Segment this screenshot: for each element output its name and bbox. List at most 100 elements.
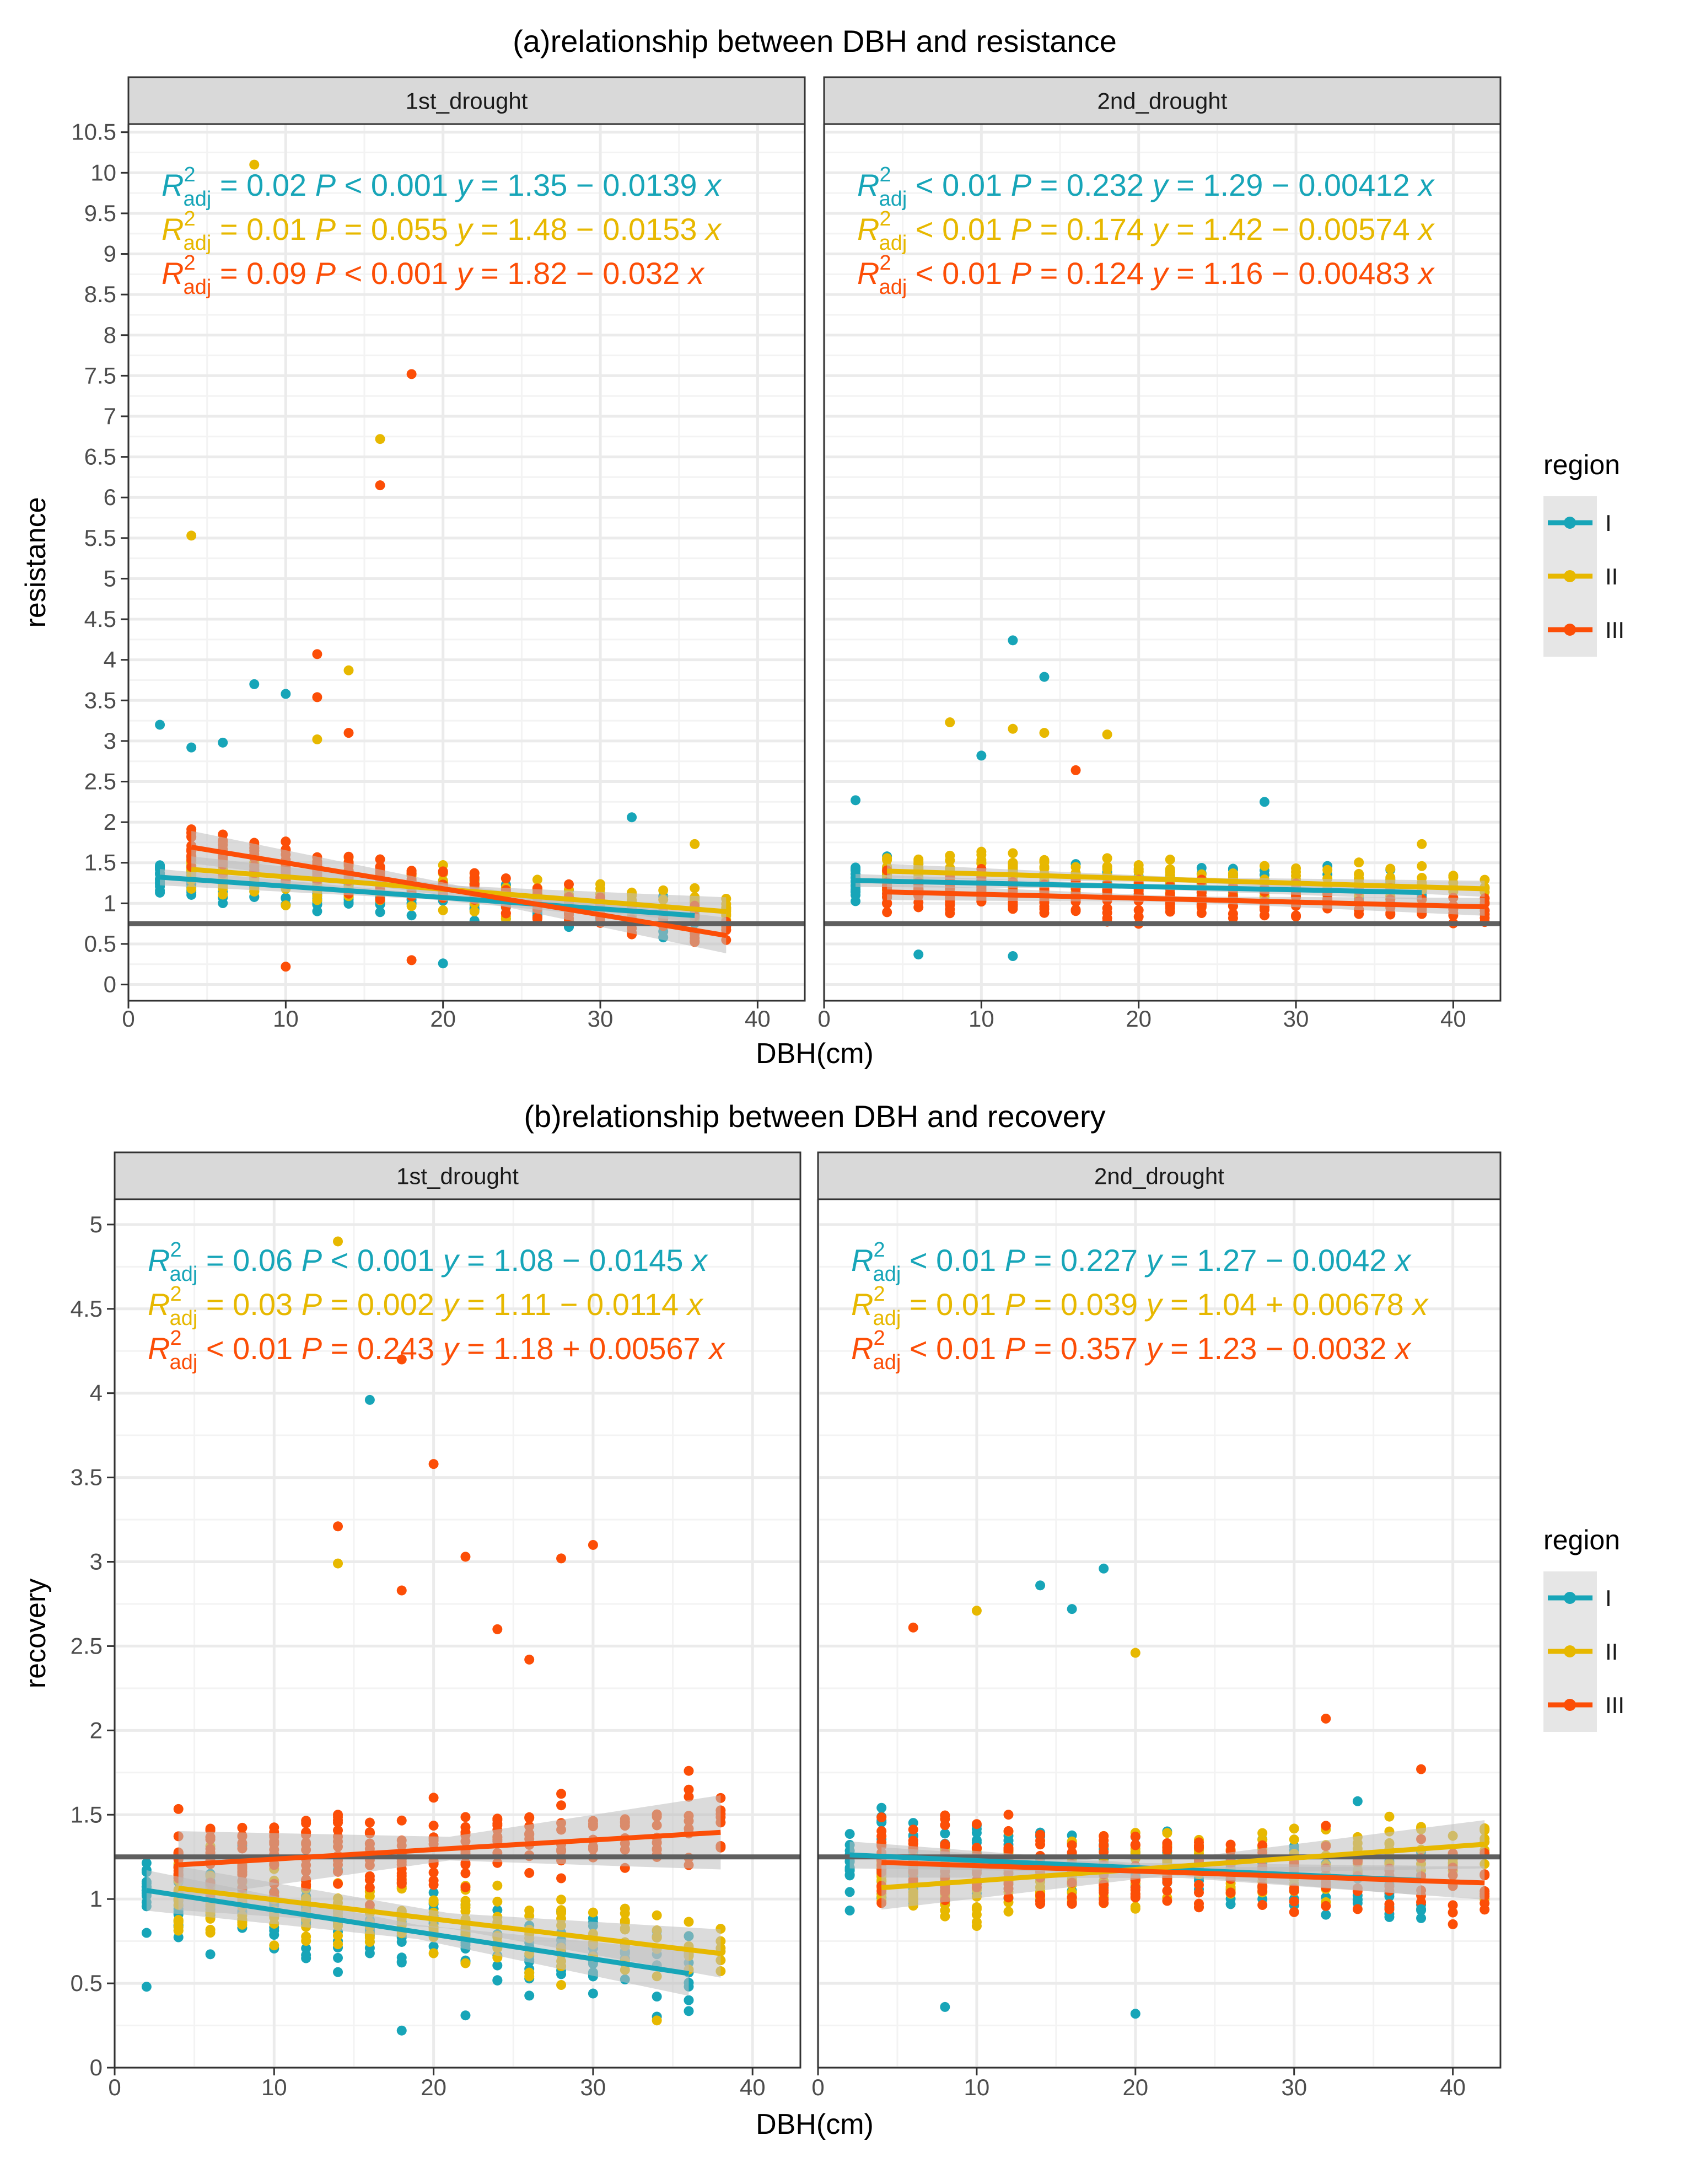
data-point-III — [1196, 908, 1207, 919]
y-tick-label: 10 — [90, 159, 116, 185]
x-tick-label: 20 — [1126, 1006, 1152, 1032]
outlier-point-II — [343, 665, 354, 675]
data-point-III — [1099, 1895, 1109, 1905]
regression-line-I — [146, 1888, 690, 1976]
outlier-point-I — [627, 812, 637, 823]
stat-annotation-part: x — [1417, 212, 1435, 246]
legend-label: III — [1605, 617, 1624, 643]
data-point-I — [396, 1956, 407, 1967]
data-point-III — [1416, 1897, 1427, 1907]
data-point-III — [1257, 1899, 1268, 1910]
data-point-II — [945, 850, 955, 861]
data-point-III — [501, 908, 511, 919]
legend-label: I — [1605, 1585, 1612, 1611]
data-point-II — [1259, 861, 1269, 871]
stat-annotation-part: = 0.06 — [197, 1243, 301, 1278]
legend-key-point — [1564, 624, 1576, 636]
data-point-II — [492, 1896, 503, 1907]
data-point-III — [1289, 1896, 1299, 1907]
data-point-III — [1035, 1890, 1046, 1901]
legend-key-point — [1564, 1645, 1576, 1657]
data-point-I — [428, 1887, 439, 1898]
data-point-III — [1067, 1898, 1077, 1909]
outlier-point-I — [851, 795, 861, 806]
stat-annotation-part: = 1.27 − 0.0042 — [1162, 1243, 1395, 1278]
data-point-III — [1130, 1840, 1140, 1850]
stat-annotation-part: = 0.357 — [1025, 1331, 1147, 1366]
data-point-III — [396, 1815, 407, 1826]
outlier-point-III — [343, 728, 354, 738]
stat-annotation-part: x — [1394, 1331, 1412, 1366]
outlier-point-I — [1008, 951, 1018, 962]
data-point-II — [1102, 853, 1112, 863]
data-point-I — [684, 2006, 694, 2016]
stat-annotation-III: R2 adj < 0.01 P = 0.124 y = 1.16 − 0.0048… — [857, 251, 1435, 299]
data-point-III — [1003, 1826, 1014, 1836]
data-point-II — [1385, 863, 1396, 874]
stat-annotation-part: P — [1005, 1287, 1025, 1322]
data-point-III — [428, 1793, 439, 1803]
stat-annotation-part: = 0.09 — [211, 256, 315, 291]
y-tick-label: 9 — [104, 241, 116, 267]
stat-annotation-part: y — [455, 212, 474, 246]
stat-annotation-part: P — [1011, 168, 1031, 202]
data-point-II — [1039, 856, 1050, 866]
outlier-point-II — [375, 434, 385, 444]
y-axis-label: resistance — [20, 497, 52, 628]
data-point-II — [556, 1980, 567, 1990]
stat-annotation-part: = 1.35 − 0.0139 — [472, 168, 706, 202]
data-point-III — [940, 1820, 950, 1831]
x-axis-label: DBH(cm) — [756, 2108, 874, 2140]
data-point-I — [141, 1858, 152, 1868]
data-point-II — [312, 895, 322, 905]
facet-strip-label: 2nd_drought — [1097, 88, 1228, 114]
outlier-point-I — [1259, 797, 1269, 807]
y-tick-label: 2.5 — [71, 1633, 103, 1659]
stat-annotation-part: = 1.29 − 0.00412 — [1168, 168, 1419, 202]
data-point-III — [1003, 1892, 1014, 1903]
legend-key-point — [1564, 570, 1576, 582]
data-point-II — [556, 1895, 567, 1905]
outlier-point-I — [218, 737, 228, 748]
data-point-III — [460, 1882, 471, 1892]
stat-annotation-part: = 0.039 — [1025, 1287, 1147, 1322]
data-point-I — [1352, 1895, 1363, 1905]
data-point-I — [343, 899, 354, 909]
stat-annotation-part: y — [455, 168, 474, 202]
stat-annotation-part: R — [857, 256, 879, 291]
stat-annotation-part: P — [315, 256, 336, 291]
data-point-II — [620, 1903, 630, 1914]
stat-annotation-part: R — [162, 168, 184, 202]
data-point-II — [173, 1925, 184, 1936]
stat-annotation-part: y — [455, 256, 474, 291]
data-point-III — [940, 1840, 950, 1851]
data-point-III — [237, 1822, 248, 1833]
data-point-II — [218, 889, 228, 900]
outlier-point-III — [396, 1354, 407, 1365]
outlier-point-III — [428, 1459, 439, 1469]
outlier-point-III — [406, 955, 417, 965]
data-point-III — [1035, 1899, 1046, 1909]
data-point-III — [460, 1812, 471, 1822]
stat-annotation-part: = 0.01 — [211, 212, 315, 246]
data-point-III — [1321, 1901, 1331, 1911]
data-point-I — [492, 1960, 503, 1971]
recovery-chart: (b)relationship between DBH and recovery… — [20, 1099, 1624, 2140]
outlier-point-II — [333, 1236, 343, 1247]
stat-annotation-part: y — [441, 1243, 460, 1278]
outlier-point-III — [396, 1585, 407, 1596]
stat-annotation-part: x — [704, 212, 722, 246]
data-point-III — [1321, 1821, 1331, 1831]
stat-annotation-part: 2 — [170, 1327, 181, 1350]
data-point-III — [428, 1821, 439, 1831]
legend-key-point — [1564, 517, 1576, 529]
data-point-III — [908, 1825, 918, 1835]
stat-annotation-part: adj — [184, 187, 212, 211]
data-point-II — [460, 1958, 471, 1968]
data-point-II — [364, 1891, 375, 1902]
y-tick-label: 0.5 — [71, 1970, 103, 1996]
y-tick-label: 0.5 — [84, 931, 116, 957]
x-tick-label: 40 — [1440, 1006, 1466, 1032]
